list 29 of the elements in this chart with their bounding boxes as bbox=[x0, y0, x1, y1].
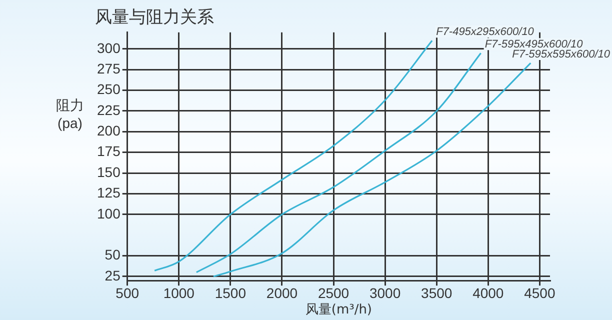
y-tick-label: 125 bbox=[97, 184, 121, 201]
x-tick-label: 1500 bbox=[214, 284, 246, 301]
y-tick-label: 50 bbox=[104, 246, 121, 263]
series-label: F7-595x495x600/10 bbox=[484, 38, 584, 51]
y-tick-label: 300 bbox=[97, 40, 121, 56]
line-series bbox=[196, 52, 482, 274]
x-tick-label: 2000 bbox=[266, 284, 298, 301]
series-label: F7-595x595x600/10 bbox=[512, 48, 611, 61]
y-tick-label: 25 bbox=[104, 267, 121, 284]
x-tick-label: 2500 bbox=[318, 284, 350, 301]
y-tick-label: 200 bbox=[97, 122, 121, 139]
chart-title: 风量与阻力关系 bbox=[95, 8, 214, 28]
x-tick-label: 3500 bbox=[421, 284, 452, 301]
y-tick-label: 100 bbox=[97, 205, 121, 222]
x-tick-label: 4000 bbox=[472, 284, 504, 301]
x-tick-label: 4500 bbox=[524, 284, 556, 301]
x-tick-label: 1000 bbox=[163, 284, 195, 301]
y-tick-label: 225 bbox=[97, 102, 121, 118]
x-axis-title: 风量(m³/h) bbox=[305, 302, 372, 318]
y-tick-label: 175 bbox=[97, 143, 121, 160]
y-tick-label: 150 bbox=[97, 164, 121, 180]
series-label: F7-495x295x600/10 bbox=[436, 26, 535, 38]
y-axis-title: 阻力(pa) bbox=[55, 96, 85, 132]
x-tick-label: 500 bbox=[116, 284, 140, 301]
y-tick-label: 275 bbox=[97, 60, 121, 76]
line-series bbox=[154, 40, 433, 272]
line-series bbox=[212, 62, 532, 278]
x-tick-label: 3000 bbox=[369, 284, 401, 301]
y-tick-label: 250 bbox=[97, 81, 121, 98]
